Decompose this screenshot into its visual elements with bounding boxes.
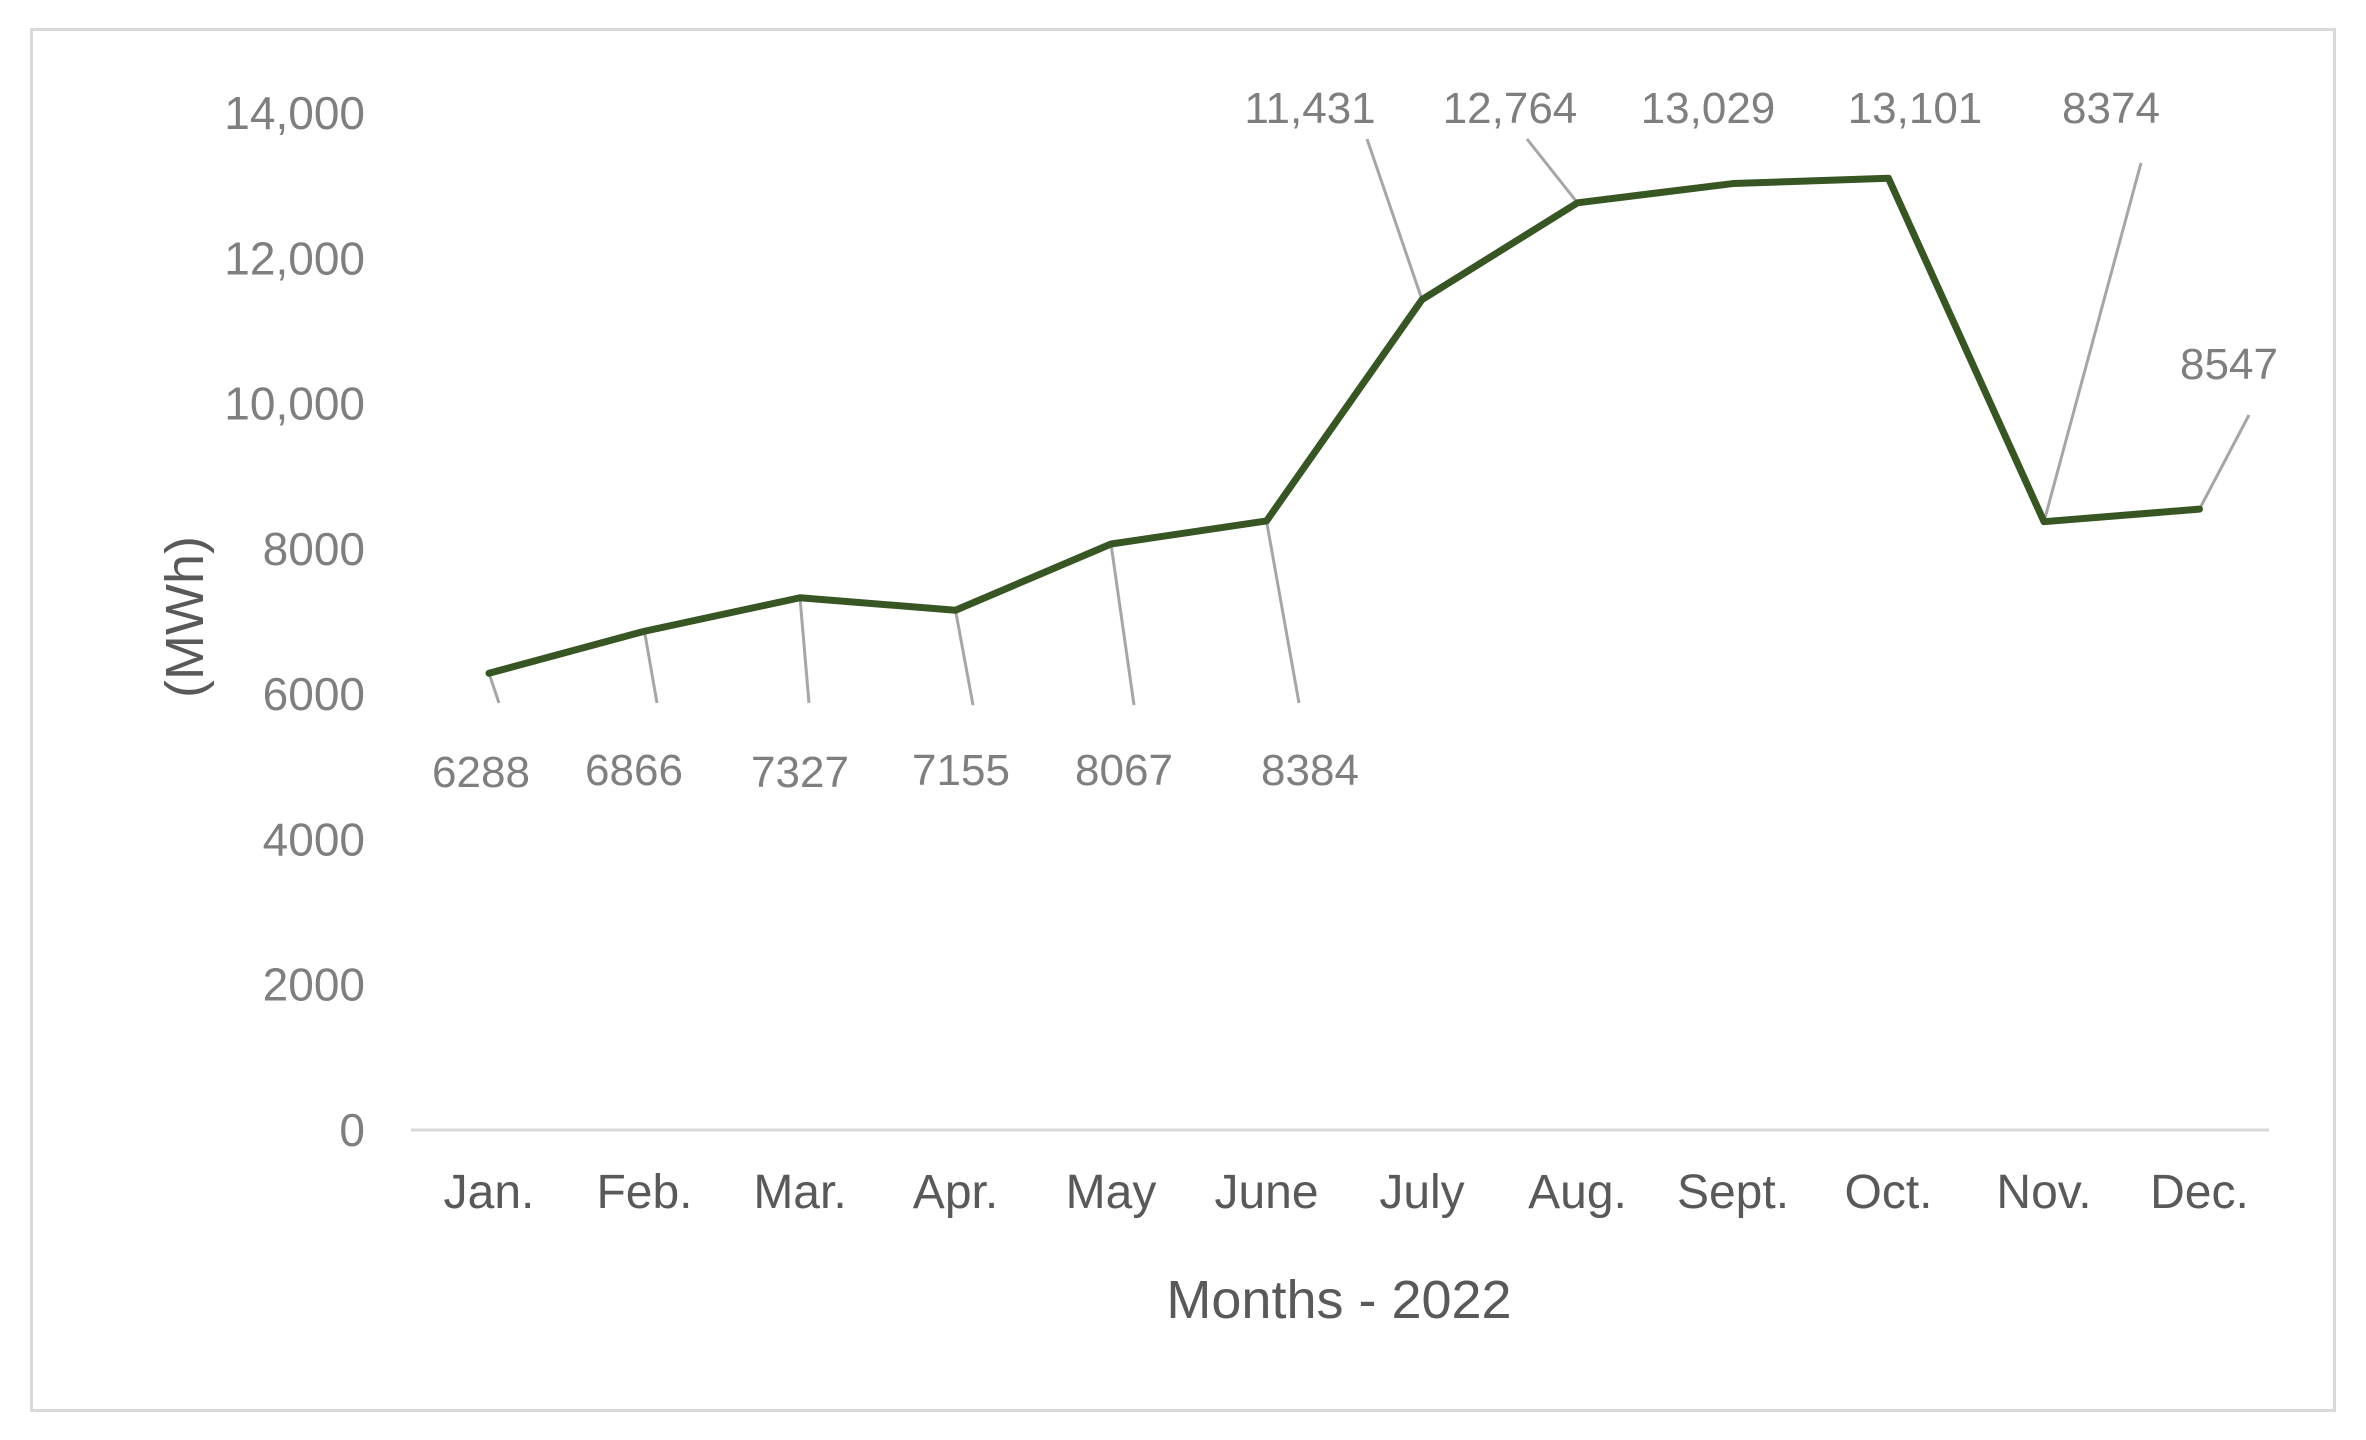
leader-line bbox=[487, 672, 501, 704]
data-label: 13,101 bbox=[1848, 84, 1983, 133]
y-tick-label: 10,000 bbox=[224, 378, 365, 430]
y-axis-title: (MWh) bbox=[155, 536, 215, 698]
leader-line bbox=[2198, 414, 2251, 510]
y-tick-label: 2000 bbox=[263, 959, 365, 1011]
leader-line bbox=[1525, 138, 1579, 204]
x-category-label: Dec. bbox=[2150, 1166, 2249, 1219]
y-tick-label: 4000 bbox=[263, 813, 365, 865]
data-label: 12,764 bbox=[1443, 84, 1578, 133]
data-label: 7327 bbox=[751, 748, 849, 797]
y-axis-ticks: 0 2000 4000 6000 8000 10,000 12,000 14,000 bbox=[224, 87, 365, 1156]
data-labels: 6288 6866 7327 7155 8067 8384 11,431 12,764 13,0… bbox=[432, 84, 2278, 797]
leader-line bbox=[1365, 138, 1424, 301]
x-category-label: Sept. bbox=[1677, 1166, 1789, 1219]
x-axis-categories: Jan. Feb. Mar. Apr. May June July Aug. Sept. Oct.… bbox=[444, 1166, 2249, 1219]
y-tick-label: 6000 bbox=[263, 668, 365, 720]
data-label: 8547 bbox=[2180, 340, 2278, 389]
series-line bbox=[485, 174, 2203, 677]
data-label: 8384 bbox=[1261, 746, 1359, 795]
x-category-label: Mar. bbox=[753, 1166, 846, 1219]
x-category-label: May bbox=[1066, 1166, 1157, 1219]
x-category-label: July bbox=[1379, 1166, 1464, 1219]
leader-line bbox=[1265, 520, 1301, 704]
x-category-label: June bbox=[1214, 1166, 1318, 1219]
y-tick-label: 0 bbox=[339, 1104, 365, 1156]
y-tick-label: 14,000 bbox=[224, 87, 365, 139]
x-axis-title: Months - 2022 bbox=[1166, 1270, 1511, 1330]
data-label: 11,431 bbox=[1244, 84, 1375, 133]
data-label: 6866 bbox=[585, 746, 683, 795]
data-label: 13,029 bbox=[1641, 84, 1776, 133]
x-category-label: Apr. bbox=[913, 1166, 998, 1219]
x-category-label: Feb. bbox=[596, 1166, 692, 1219]
x-category-label: Nov. bbox=[1996, 1166, 2091, 1219]
chart-frame: 0 2000 4000 6000 8000 10,000 12,000 14,000 Jan.… bbox=[30, 28, 2336, 1412]
leader-lines bbox=[487, 138, 2251, 706]
data-label: 6288 bbox=[432, 748, 530, 797]
leader-line bbox=[1109, 543, 1136, 706]
leader-line bbox=[954, 609, 975, 706]
y-tick-label: 8000 bbox=[263, 523, 365, 575]
leader-line bbox=[798, 597, 811, 704]
x-category-label: Aug. bbox=[1528, 1166, 1627, 1219]
data-label: 8067 bbox=[1075, 746, 1173, 795]
x-category-label: Jan. bbox=[444, 1166, 535, 1219]
data-label: 7155 bbox=[912, 746, 1010, 795]
data-label: 8374 bbox=[2062, 84, 2160, 133]
leader-line bbox=[643, 630, 659, 704]
x-category-label: Oct. bbox=[1844, 1166, 1932, 1219]
line-chart: 0 2000 4000 6000 8000 10,000 12,000 14,000 Jan.… bbox=[155, 84, 2278, 1330]
y-tick-label: 12,000 bbox=[224, 232, 365, 284]
leader-line bbox=[2042, 162, 2143, 523]
